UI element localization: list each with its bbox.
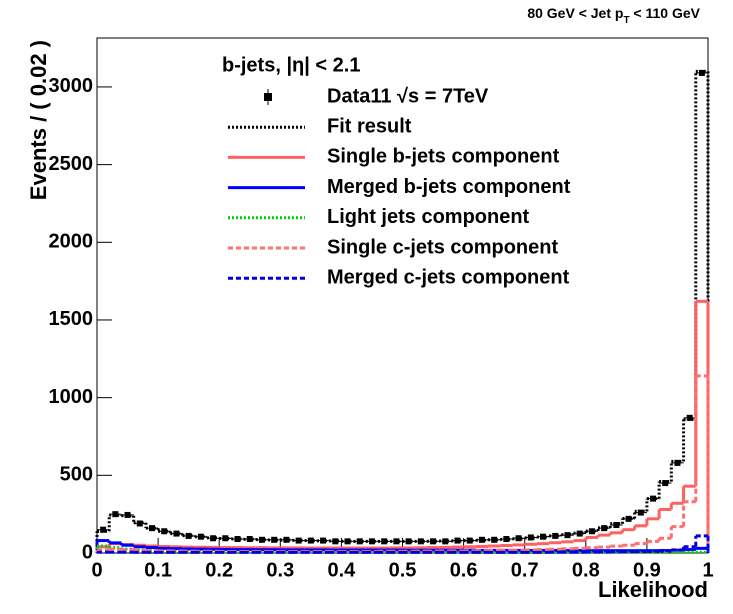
x-tick-label: 0.7 — [511, 559, 539, 581]
legend-label: Fit result — [327, 115, 412, 137]
x-tick-label: 0.5 — [389, 559, 417, 581]
series-3 — [95, 539, 710, 553]
y-tick-label: 3000 — [49, 75, 94, 97]
y-tick-label: 2500 — [49, 153, 94, 175]
y-tick-label: 0 — [82, 541, 93, 563]
legend-marker — [264, 93, 272, 101]
x-tick-label: 1 — [702, 559, 713, 581]
series-2 — [95, 299, 710, 553]
legend-label: Light jets component — [327, 206, 530, 228]
x-tick-label: 0.8 — [572, 559, 600, 581]
legend-title: b-jets, |η| < 2.1 — [222, 54, 360, 76]
y-axis-title: Events / ( 0.02 ) — [26, 40, 51, 200]
legend-label: Single b-jets component — [327, 146, 560, 168]
legend-label: Merged b-jets component — [327, 176, 571, 198]
x-axis-title: Likelihood — [598, 577, 708, 602]
y-tick-label: 1000 — [49, 386, 94, 408]
x-tick-label: 0.6 — [450, 559, 478, 581]
legend-label: Single c-jets component — [327, 236, 558, 258]
series-6 — [95, 534, 710, 554]
x-tick-label: 0.4 — [327, 559, 356, 581]
x-tick-label: 0.9 — [633, 559, 661, 581]
series-0 — [97, 69, 708, 545]
x-tick-label: 0.2 — [205, 559, 233, 581]
legend-label: Merged c-jets component — [327, 266, 570, 288]
legend-label: Data11 √s = 7TeV — [327, 85, 489, 107]
annotation-text: < 110 GeV — [630, 5, 701, 21]
series-1 — [95, 69, 710, 553]
y-tick-label: 2000 — [49, 231, 94, 253]
annotation: 80 GeV < Jet pT < 110 GeV — [527, 5, 700, 26]
x-tick-label: 0.3 — [266, 559, 294, 581]
y-tick-label: 500 — [60, 464, 93, 486]
x-tick-label: 0.1 — [144, 559, 172, 581]
annotation-text: 80 GeV < Jet p — [527, 5, 623, 21]
y-tick-label: 1500 — [49, 308, 94, 330]
annotation-sub: T — [623, 15, 629, 26]
x-tick-label: 0 — [91, 559, 102, 581]
